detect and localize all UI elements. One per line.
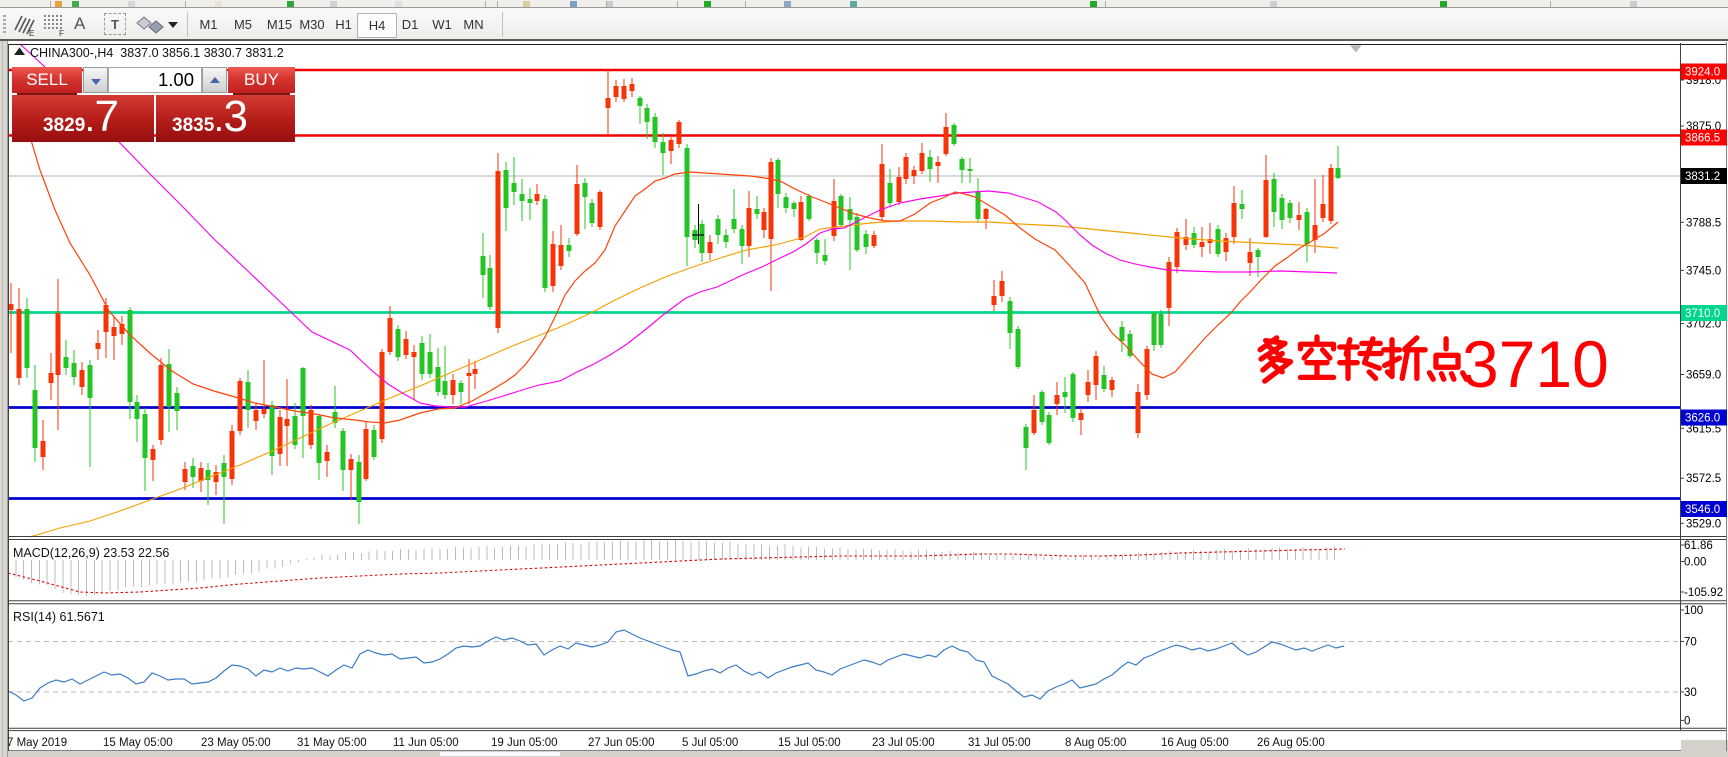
svg-text:15 Jul 05:00: 15 Jul 05:00 [778, 737, 841, 749]
svg-text:CHINA300-,H4 3837.0 3856.1 38: CHINA300-,H4 3837.0 3856.1 3830.7 3831.2 [30, 46, 284, 60]
svg-text:F: F [59, 29, 64, 38]
svg-text:RSI(14) 61.5671: RSI(14) 61.5671 [13, 610, 105, 624]
svg-text:3702.0: 3702.0 [1686, 319, 1721, 331]
svg-text:23 Jul 05:00: 23 Jul 05:00 [872, 737, 935, 749]
svg-text:61.86: 61.86 [1684, 540, 1713, 552]
svg-text:0: 0 [1684, 715, 1690, 727]
svg-text:3572.5: 3572.5 [1686, 473, 1721, 485]
svg-text:5 Jul 05:00: 5 Jul 05:00 [682, 737, 738, 749]
svg-text:3788.5: 3788.5 [1686, 217, 1721, 229]
svg-text:23 May 05:00: 23 May 05:00 [201, 737, 271, 749]
svg-text:3745.0: 3745.0 [1686, 265, 1721, 277]
svg-text:31 May 05:00: 31 May 05:00 [297, 737, 367, 749]
svg-text:8 Aug 05:00: 8 Aug 05:00 [1065, 737, 1126, 749]
svg-text:3710.0: 3710.0 [1685, 308, 1720, 320]
svg-text:30: 30 [1684, 687, 1697, 699]
svg-text:3866.5: 3866.5 [1685, 133, 1720, 145]
svg-text:3626.0: 3626.0 [1685, 413, 1720, 425]
svg-text:27 Jun 05:00: 27 Jun 05:00 [588, 737, 655, 749]
svg-text:100: 100 [1684, 605, 1703, 617]
svg-text:3659.0: 3659.0 [1686, 370, 1721, 382]
svg-text:3831.2: 3831.2 [1685, 171, 1720, 183]
svg-text:3546.0: 3546.0 [1685, 504, 1720, 516]
svg-text:16 Aug 05:00: 16 Aug 05:00 [1161, 737, 1229, 749]
svg-text:31 Jul 05:00: 31 Jul 05:00 [968, 737, 1031, 749]
svg-text:3615.5: 3615.5 [1686, 423, 1721, 435]
svg-text:70: 70 [1684, 637, 1697, 649]
svg-text:26 Aug 05:00: 26 Aug 05:00 [1257, 737, 1325, 749]
svg-text:3529.0: 3529.0 [1686, 518, 1721, 530]
svg-text:3710: 3710 [1462, 327, 1609, 401]
svg-text:15 May 05:00: 15 May 05:00 [103, 737, 173, 749]
svg-text:MACD(12,26,9) 23.53 22.56: MACD(12,26,9) 23.53 22.56 [13, 546, 169, 560]
svg-text:19 Jun 05:00: 19 Jun 05:00 [491, 737, 558, 749]
svg-text:3924.0: 3924.0 [1685, 67, 1720, 79]
svg-text:11 Jun 05:00: 11 Jun 05:00 [393, 737, 459, 749]
svg-text:-105.92: -105.92 [1684, 587, 1723, 599]
svg-text:7 May 2019: 7 May 2019 [7, 737, 67, 749]
svg-text:0.00: 0.00 [1684, 557, 1706, 569]
svg-text:E: E [29, 29, 34, 38]
